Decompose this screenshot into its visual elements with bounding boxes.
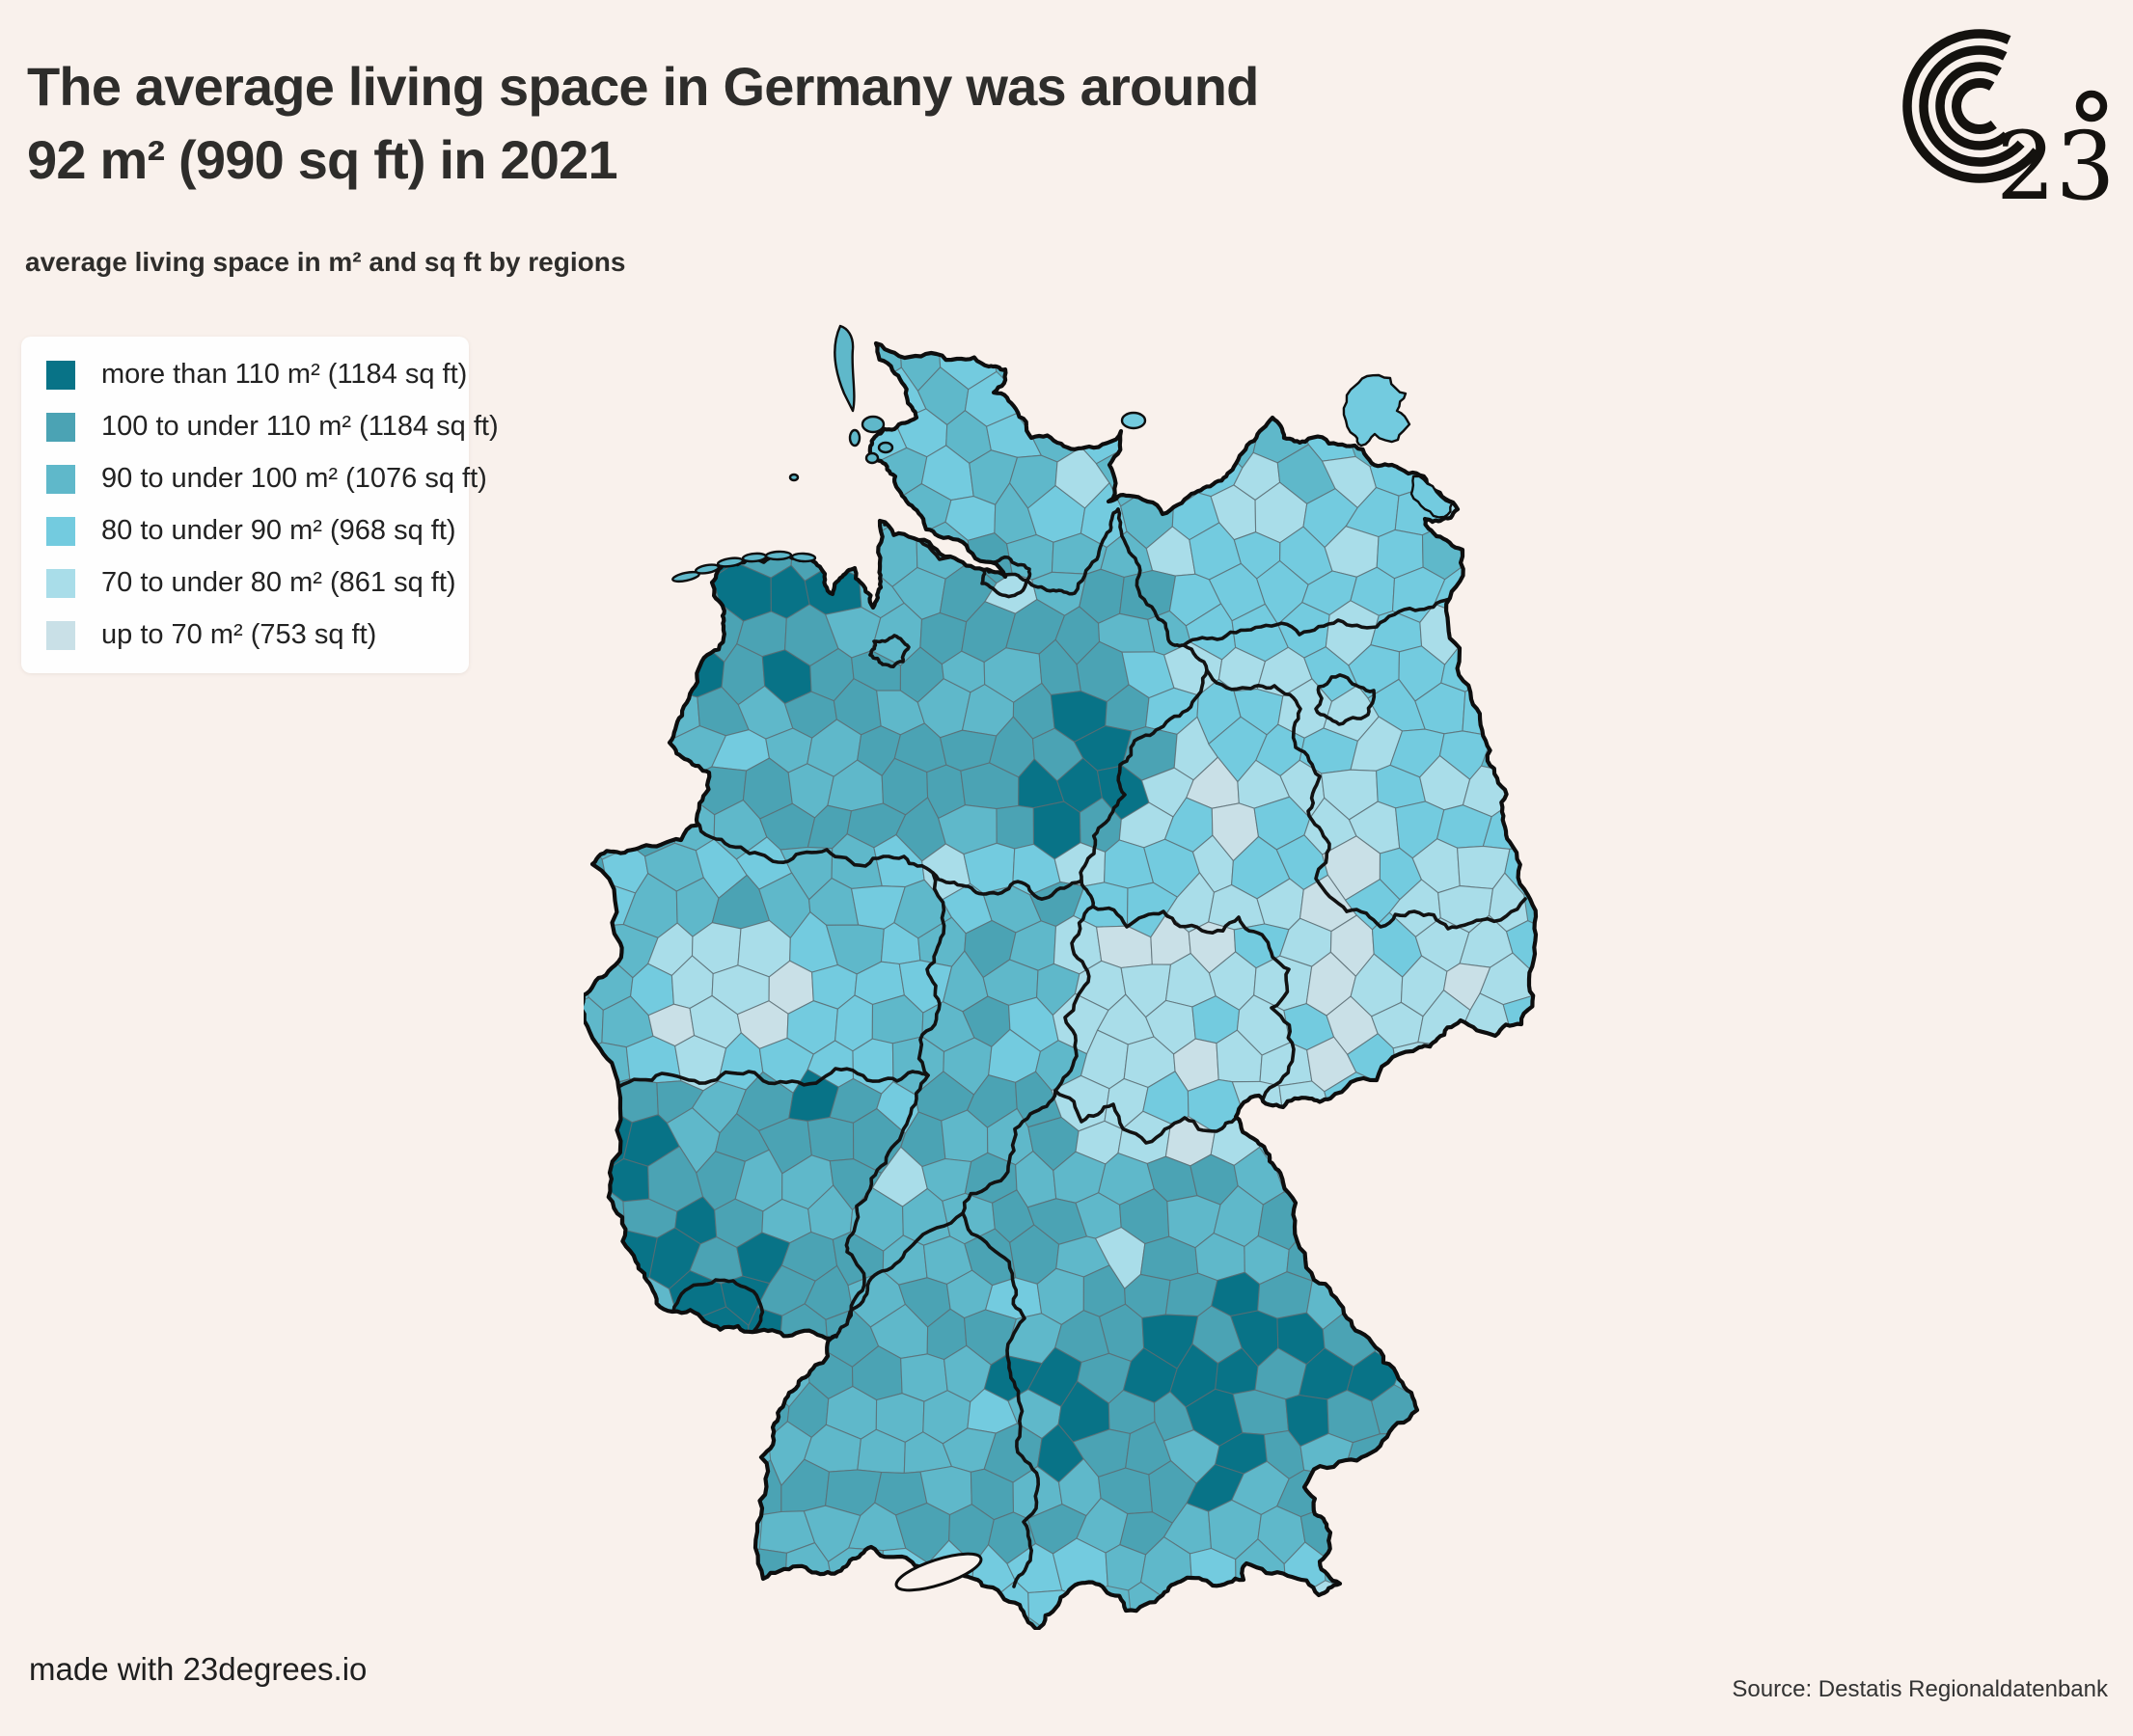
legend-label: 70 to under 80 m² (861 sq ft): [101, 567, 456, 598]
sylt-island: [834, 324, 856, 413]
legend-label: more than 110 m² (1184 sq ft): [101, 359, 468, 390]
legend-item[interactable]: 70 to under 80 m² (861 sq ft): [46, 567, 456, 599]
logo-number: 23: [1996, 112, 2115, 221]
legend-item[interactable]: 80 to under 90 m² (968 sq ft): [46, 515, 456, 547]
page-title: The average living space in Germany was …: [27, 50, 1474, 197]
legend-item[interactable]: 90 to under 100 m² (1076 sq ft): [46, 463, 487, 495]
islands: [671, 324, 1454, 583]
state-borders: [616, 507, 1527, 1588]
lake-constance: [894, 1552, 983, 1592]
legend-swatch: [46, 464, 75, 494]
legend-label: up to 70 m² (753 sq ft): [101, 619, 377, 650]
germany-choropleth-map[interactable]: [579, 320, 1544, 1633]
legend-swatch: [46, 516, 75, 546]
map-canvas[interactable]: [579, 320, 1544, 1633]
legend-label: 100 to under 110 m² (1184 sq ft): [101, 411, 499, 442]
source-credit: Source: Destatis Regionaldatenbank: [1732, 1676, 2108, 1702]
legend-label: 90 to under 100 m² (1076 sq ft): [101, 463, 487, 494]
legend-swatch: [46, 360, 75, 390]
legend-item[interactable]: 100 to under 110 m² (1184 sq ft): [46, 411, 499, 443]
legend-swatch: [46, 412, 75, 442]
23degrees-logo: 23: [1902, 19, 2119, 222]
legend-item[interactable]: up to 70 m² (753 sq ft): [46, 619, 446, 651]
title-line-1: The average living space in Germany was …: [27, 55, 1259, 117]
legend-swatch: [46, 620, 75, 650]
legend: more than 110 m² (1184 sq ft) 100 to unde…: [21, 337, 499, 673]
title-line-2: 92 m² (990 sq ft) in 2021: [27, 128, 618, 190]
map-fill-layer: [581, 343, 1537, 1630]
ruegen-island: [1342, 373, 1411, 448]
legend-swatch: [46, 568, 75, 598]
legend-item[interactable]: more than 110 m² (1184 sq ft): [46, 359, 467, 391]
legend-label: 80 to under 90 m² (968 sq ft): [101, 515, 456, 546]
made-with-credit[interactable]: made with 23degrees.io: [29, 1651, 368, 1687]
legend-items: more than 110 m² (1184 sq ft) 100 to unde…: [46, 359, 499, 651]
chart-subtitle: average living space in m² and sq ft by …: [25, 247, 626, 277]
district-mesh: [581, 343, 1537, 1630]
usedom-island: [1409, 475, 1454, 519]
logo-arcs-icon: 23: [1902, 29, 2115, 221]
logo-degree-icon: [2075, 90, 2108, 122]
